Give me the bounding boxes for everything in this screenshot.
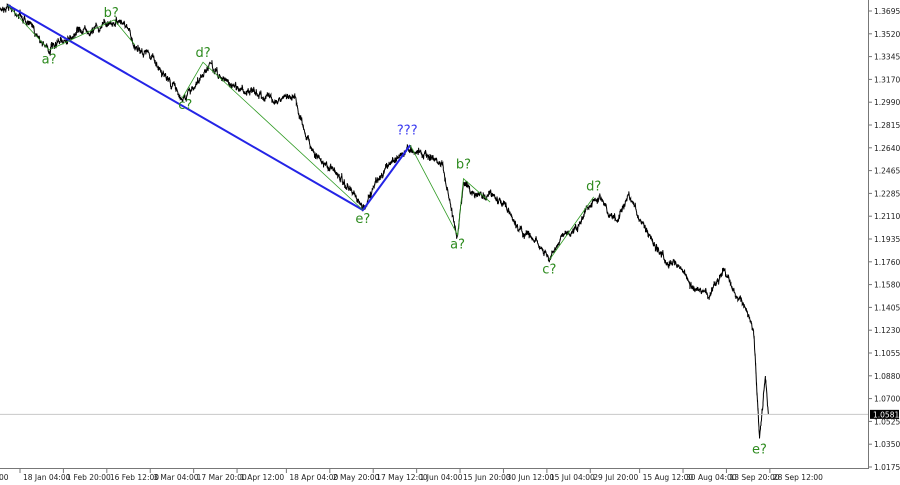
x-tick-label: 1 Feb 20:00 (66, 473, 111, 482)
wave-line-green (409, 144, 491, 237)
y-tick-label: 1.3695 (874, 7, 900, 16)
x-tick-label: 15 Jun 20:00 (463, 473, 511, 482)
y-tick-label: 1.2990 (874, 98, 900, 107)
x-tick-label: 16 Feb 12:00 (110, 473, 159, 482)
y-tick-label: 1.3520 (874, 30, 900, 39)
x-tick-label: 15 Jul 04:00 (550, 473, 595, 482)
x-tick-label: 15 Aug 12:00 (643, 473, 694, 482)
wave-labels: D? a? b? c? d? e???? a? b? c? d? e? (0, 0, 767, 457)
wave-overlay (7, 4, 595, 261)
y-tick-label: 1.0880 (874, 372, 900, 381)
y-tick-label: 1.3345 (874, 53, 900, 62)
wave-line-green (181, 61, 364, 211)
wave-label: ??? (397, 124, 418, 139)
y-tick-label: 1.2285 (874, 189, 900, 198)
y-tick-label: 1.2110 (874, 212, 900, 221)
x-tick-label: 29 Jul 20:00 (593, 473, 638, 482)
x-tick-label: 17 May 12:00 (376, 473, 428, 482)
x-tick-label: 3 Mar 04:00 (153, 473, 199, 482)
wave-label: b? (456, 157, 471, 172)
y-tick-label: 1.0350 (874, 440, 900, 449)
y-tick-label: 1.1405 (874, 303, 900, 312)
wave-line-green (7, 4, 136, 51)
current-price-tag: 1.0581 (870, 409, 899, 419)
x-tick-label: 1 Jun 04:00 (420, 473, 463, 482)
x-tick-label: 00 (0, 473, 9, 482)
wave-label: D? (0, 0, 10, 3)
wave-label: a? (42, 52, 57, 67)
x-tick-label: 28 Sep 12:00 (773, 473, 823, 482)
x-tick-label: 18 Apr 04:00 (289, 473, 338, 482)
current-price-label: 1.0581 (873, 410, 899, 419)
wave-label: a? (450, 238, 465, 253)
y-tick-label: 1.3170 (874, 75, 900, 84)
wave-label: d? (195, 46, 210, 61)
x-tick-label: 13 Sep 20:00 (729, 473, 779, 482)
x-tick-label: 18 Jan 04:00 (23, 473, 71, 482)
wave-label: b? (104, 6, 119, 21)
y-tick-label: 1.1580 (874, 281, 900, 290)
x-tick-label: 2 May 20:00 (333, 473, 380, 482)
price-axis: 1.3695 1.3520 1.3345 1.3170 1.2990 1.2815 1.26… (868, 7, 900, 472)
wave-label: d? (586, 179, 601, 194)
y-tick-label: 1.1760 (874, 258, 900, 267)
y-tick-label: 1.2465 (874, 167, 900, 176)
x-tick-label: 17 Mar 20:00 (197, 473, 247, 482)
wave-line-blue (7, 4, 412, 212)
wave-label: c? (542, 262, 556, 277)
wave-label: c? (178, 98, 192, 113)
y-tick-label: 1.0700 (874, 395, 900, 404)
wave-label: e? (752, 442, 767, 457)
y-tick-label: 1.0525 (874, 417, 900, 426)
y-tick-label: 1.1935 (874, 235, 900, 244)
y-tick-label: 1.2640 (874, 144, 900, 153)
y-tick-label: 1.0175 (874, 463, 900, 472)
y-tick-label: 1.2815 (874, 121, 900, 130)
x-tick-label: 30 Jun 12:00 (506, 473, 554, 482)
price-line (0, 3, 769, 439)
price-series (0, 3, 769, 439)
wave-line-green (548, 196, 595, 261)
y-tick-label: 1.1055 (874, 349, 900, 358)
wave-label: e? (355, 212, 370, 227)
x-tick-label: 30 Aug 04:00 (686, 473, 737, 482)
y-tick-label: 1.1230 (874, 326, 900, 335)
x-tick-label: 1 Apr 12:00 (240, 473, 284, 482)
